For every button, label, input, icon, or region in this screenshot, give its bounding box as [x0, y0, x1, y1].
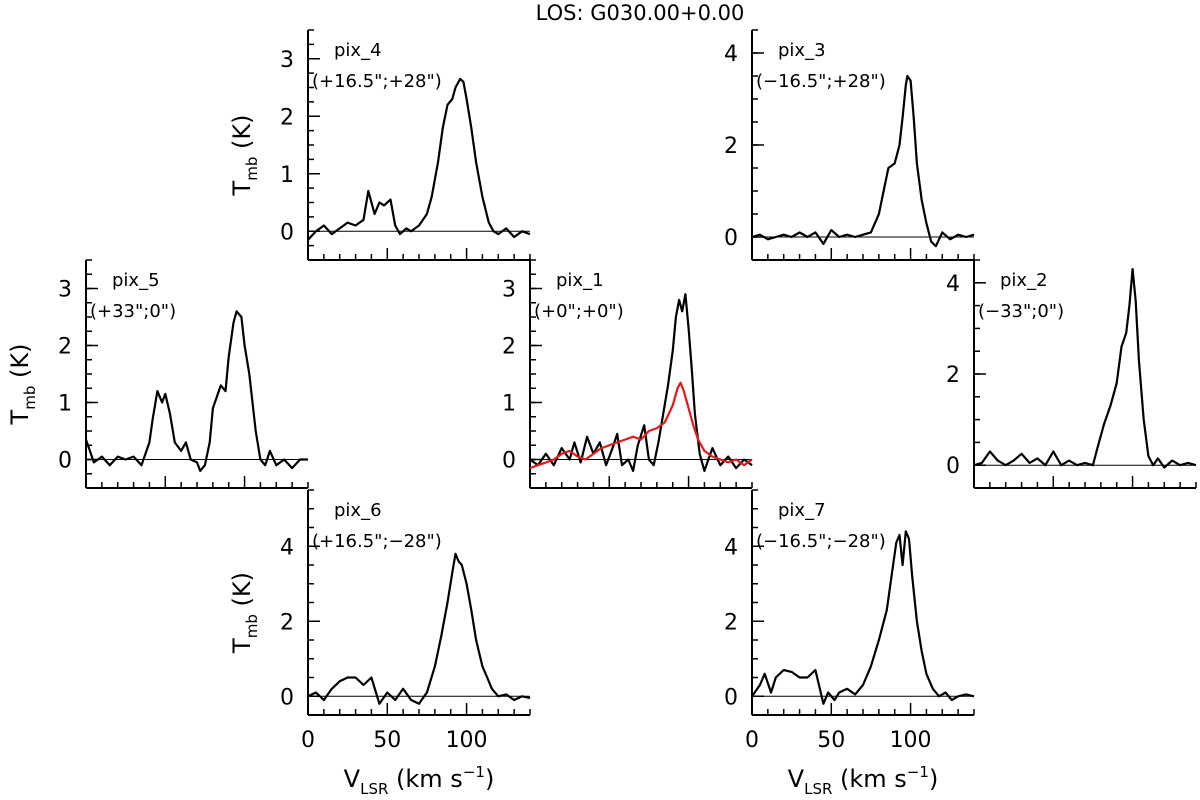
y-tick-label: 3: [58, 278, 72, 303]
spectrum-line-pix_2-0: [973, 268, 1197, 469]
panel-offset: (+33";0"): [90, 301, 176, 322]
y-label-sub: mb: [21, 386, 39, 410]
y-axis-label: Tmb (K): [228, 572, 261, 654]
x-label-sub: LSR: [360, 780, 388, 798]
spectrum-line-pix_4-0: [307, 77, 531, 241]
y-axis-label: Tmb (K): [228, 115, 261, 197]
spectrum-line-pix_6-0: [307, 552, 531, 705]
panel-label: pix_7: [778, 500, 826, 521]
y-label-sub: mb: [243, 614, 261, 638]
x-label-exp: −1: [463, 763, 485, 781]
panel-pix_2: 0 2 4 pix_2 (−33";0"): [946, 259, 1197, 489]
panel-label: pix_5: [112, 270, 160, 291]
panel-pix_6: 0 2 4 0 50 100 pix_6 (+16.5";−28") Tmb (K) VLSR (…: [228, 489, 531, 798]
y-tick-label: 2: [280, 105, 294, 130]
x-label-sub: LSR: [804, 780, 832, 798]
y-tick-label: 1: [280, 163, 294, 188]
y-label-main: T: [228, 180, 256, 196]
panel-offset: (+16.5";−28"): [312, 531, 442, 552]
y-tick-label: 2: [58, 335, 72, 360]
y-tick-label: 4: [946, 272, 960, 297]
y-tick-label: 3: [502, 278, 516, 303]
panel-label: pix_2: [1000, 270, 1048, 291]
panel-pix_5: 0 1 2 3 pix_5 (+33";0") Tmb (K): [6, 259, 309, 489]
y-axis-label: Tmb (K): [6, 344, 39, 426]
x-label-unit: (km s: [388, 765, 462, 793]
y-tick-label: 0: [724, 226, 738, 251]
y-tick-label: 1: [502, 392, 516, 417]
spectrum-line-pix_1-0: [529, 293, 753, 472]
y-label-unit: (K): [228, 572, 256, 614]
panels: 0 1 2 3 pix_4 (+16.5";+28") Tmb (K) 0 2 4 pix_3 (−1…: [6, 29, 1197, 798]
panel-offset: (+0";+0"): [534, 301, 624, 322]
panel-label: pix_4: [334, 40, 382, 61]
y-label-sub: mb: [243, 157, 261, 181]
x-label-unit: (km s: [832, 765, 906, 793]
panel-pix_1: 0 1 2 3 pix_1 (+0";+0"): [502, 259, 753, 489]
y-tick-label: 0: [724, 685, 738, 710]
panel-label: pix_6: [334, 500, 382, 521]
y-tick-label: 0: [280, 220, 294, 245]
x-tick-label: 50: [817, 728, 845, 753]
y-label-unit: (K): [228, 115, 256, 157]
panel-offset: (+16.5";+28"): [312, 71, 442, 92]
x-tick-label: 100: [446, 728, 488, 753]
y-tick-label: 2: [724, 134, 738, 159]
panel-offset: (−16.5";−28"): [756, 531, 886, 552]
panel-label: pix_3: [778, 40, 826, 61]
y-tick-label: 4: [724, 42, 738, 67]
x-tick-label: 0: [301, 728, 315, 753]
spectrum-line-pix_5-0: [84, 310, 308, 472]
y-tick-label: 0: [58, 449, 72, 474]
panel-pix_3: 0 2 4 pix_3 (−16.5";+28"): [724, 29, 975, 261]
x-label-close: ): [929, 765, 938, 793]
spectrum-line-pix_1-1: [529, 381, 753, 470]
y-label-main: T: [228, 638, 256, 654]
y-tick-label: 4: [724, 535, 738, 560]
y-tick-label: 2: [946, 363, 960, 388]
x-tick-label: 50: [373, 728, 401, 753]
x-axis-label: VLSR (km s−1): [344, 763, 495, 798]
y-label-main: T: [6, 409, 34, 425]
panel-offset: (−33";0"): [978, 301, 1064, 322]
y-tick-label: 2: [502, 335, 516, 360]
y-tick-label: 0: [502, 449, 516, 474]
y-tick-label: 0: [946, 454, 960, 479]
y-tick-label: 2: [724, 610, 738, 635]
spectrum-line-pix_3-0: [751, 74, 975, 248]
x-label-close: ): [485, 765, 494, 793]
panel-pix_4: 0 1 2 3 pix_4 (+16.5";+28") Tmb (K): [228, 29, 531, 261]
panel-offset: (−16.5";+28"): [756, 71, 886, 92]
y-tick-label: 3: [280, 48, 294, 73]
x-label-main: V: [344, 765, 361, 793]
y-tick-label: 1: [58, 392, 72, 417]
figure-title: LOS: G030.00+0.00: [536, 1, 745, 25]
panel-pix_7: 0 2 4 0 50 100 pix_7 (−16.5";−28") VLSR (km s−1): [724, 489, 975, 798]
y-tick-label: 0: [280, 685, 294, 710]
panel-label: pix_1: [556, 270, 604, 291]
y-label-unit: (K): [6, 344, 34, 386]
x-tick-label: 0: [745, 728, 759, 753]
x-label-exp: −1: [907, 763, 929, 781]
x-axis-label: VLSR (km s−1): [788, 763, 939, 798]
y-tick-label: 4: [280, 535, 294, 560]
x-label-main: V: [788, 765, 805, 793]
spectrum-line-pix_7-0: [751, 530, 975, 705]
x-tick-label: 100: [890, 728, 932, 753]
y-tick-label: 2: [280, 610, 294, 635]
